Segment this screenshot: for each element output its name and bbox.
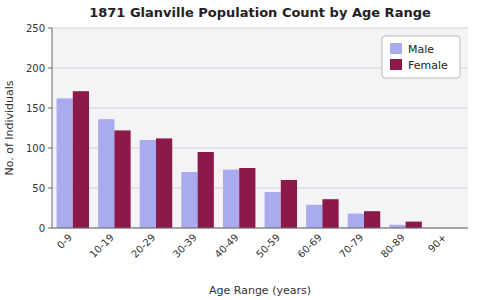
grid-line — [52, 28, 468, 29]
bar — [239, 168, 255, 228]
y-tick-label: 150 — [26, 103, 45, 114]
y-tick — [48, 148, 52, 149]
bar — [181, 172, 197, 228]
grid-line — [52, 108, 468, 109]
x-tick-label: 60-69 — [295, 232, 323, 260]
chart-container: 0 50 100 150 200 250 0-9 10-19 20-29 30-39 40-49 50… — [0, 0, 480, 300]
y-axis-label: No. of Individuals — [3, 80, 16, 175]
bar — [306, 205, 322, 228]
y-tick — [48, 28, 52, 29]
bar — [223, 170, 239, 228]
y-tick-label: 0 — [39, 223, 45, 234]
legend: Male Female — [382, 36, 460, 78]
bar — [364, 211, 380, 228]
legend-label: Female — [408, 59, 448, 72]
x-tick-label: 70-79 — [337, 232, 365, 260]
legend-label: Male — [408, 43, 434, 56]
x-tick-label: 80-89 — [379, 232, 407, 260]
y-axis-line — [52, 28, 53, 228]
x-axis: 0-9 10-19 20-29 30-39 40-49 50-59 60-69 70-79 80… — [55, 232, 449, 260]
bar — [322, 199, 338, 228]
bar — [57, 98, 73, 228]
bar — [406, 222, 422, 228]
y-axis: 0 50 100 150 200 250 — [26, 23, 52, 234]
legend-swatch — [390, 59, 402, 70]
plot-background — [52, 28, 468, 228]
bar — [98, 119, 114, 228]
bar — [348, 214, 364, 228]
x-tick-label: 30-39 — [171, 232, 199, 260]
bar — [140, 140, 156, 228]
legend-box — [382, 36, 460, 78]
y-tick — [48, 68, 52, 69]
title: 1871 Glanville Population Count by Age R… — [89, 5, 431, 20]
y-tick-label: 250 — [26, 23, 45, 34]
legend-swatch — [390, 43, 402, 54]
y-tick-label: 200 — [26, 63, 45, 74]
x-tick-label: 90+ — [426, 232, 449, 255]
chart: 0 50 100 150 200 250 0-9 10-19 20-29 30-39 40-49 50… — [0, 0, 480, 300]
bar — [73, 91, 89, 228]
y-tick-label: 100 — [26, 143, 45, 154]
x-tick-label: 50-59 — [254, 232, 282, 260]
y-tick — [48, 188, 52, 189]
x-axis-label: Age Range (years) — [209, 284, 311, 297]
x-tick-label: 40-49 — [212, 232, 240, 260]
x-tick-label: 10-19 — [87, 232, 115, 260]
x-axis-line — [52, 228, 468, 229]
bar — [281, 180, 297, 228]
y-tick-label: 50 — [32, 183, 45, 194]
bars — [57, 91, 422, 228]
x-tick-label: 20-29 — [129, 232, 157, 260]
bar — [265, 192, 281, 228]
bar — [198, 152, 214, 228]
x-tick-label: 0-9 — [55, 232, 74, 251]
grid-line — [52, 228, 468, 229]
bar — [114, 130, 130, 228]
bar — [156, 138, 172, 228]
y-tick — [48, 228, 52, 229]
y-tick — [48, 108, 52, 109]
